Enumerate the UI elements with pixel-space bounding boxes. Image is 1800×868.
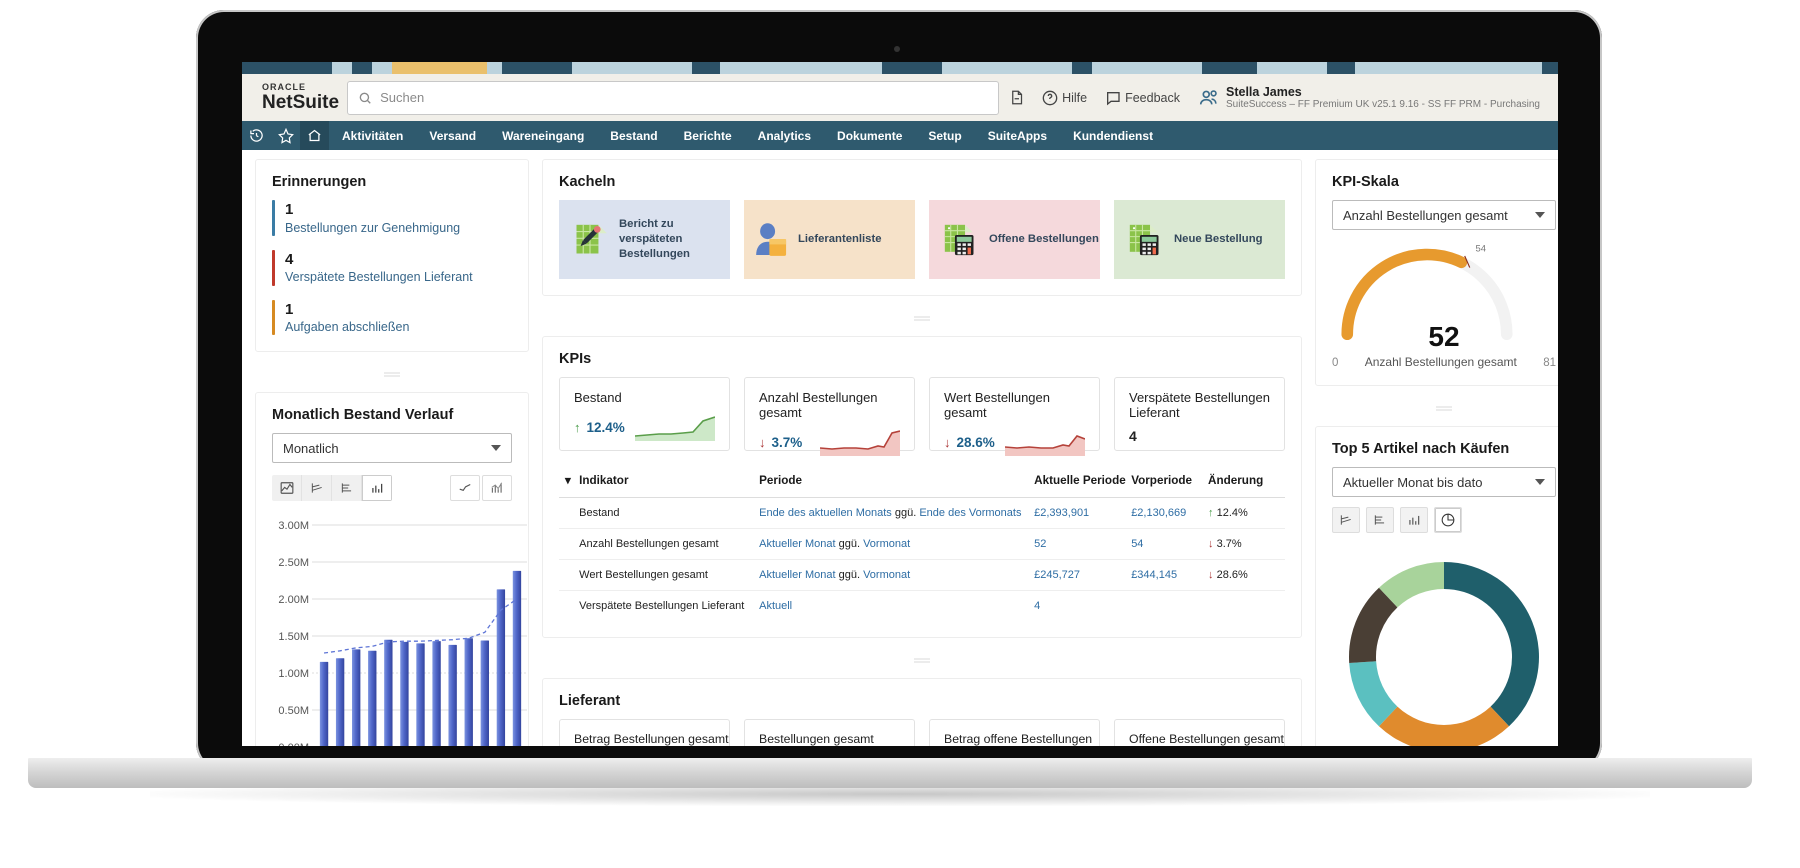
svg-text:0.50M: 0.50M bbox=[278, 705, 309, 717]
svg-text:0.00M: 0.00M bbox=[278, 742, 309, 746]
svg-text:2.50M: 2.50M bbox=[278, 557, 309, 569]
svg-text:2.00M: 2.00M bbox=[278, 594, 309, 606]
svg-text:54: 54 bbox=[1476, 243, 1486, 254]
svg-text:3.00M: 3.00M bbox=[278, 520, 309, 532]
svg-text:1.50M: 1.50M bbox=[278, 631, 309, 643]
svg-text:1.00M: 1.00M bbox=[278, 668, 309, 680]
